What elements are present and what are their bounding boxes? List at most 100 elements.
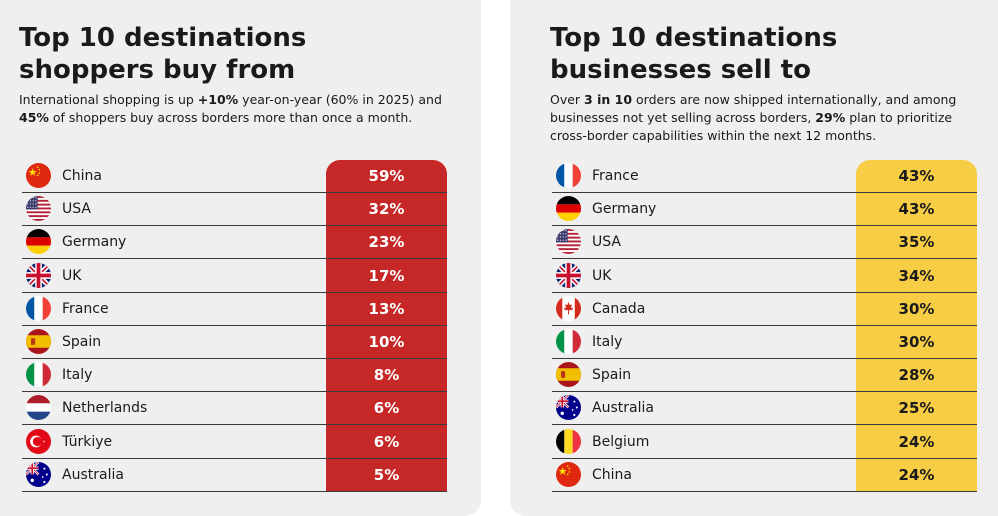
percentage-value: 25% [898,399,935,418]
table-row: UK 17% [22,260,447,293]
country-name: Germany [62,234,127,251]
table-row: Spain 28% [552,359,977,393]
row-divider [552,457,977,459]
row-divider [22,457,447,459]
percentage-value: 10% [368,333,405,351]
table-row: USA 32% [22,193,447,227]
subtitle-line: cross-border capabilities within the nex… [550,127,980,145]
percentage-value: 43% [898,200,935,219]
belgium-flag-icon [556,428,581,454]
country-name: Germany [592,201,657,218]
country-name: China [62,168,102,184]
country-name: UK [62,267,82,284]
table-row: Italy 30% [552,326,977,359]
percentage-value: 30% [898,333,935,351]
country-name: Spain [592,367,632,384]
australia-flag-icon [26,461,51,487]
subtitle-highlight: 45% [19,110,49,125]
row-divider [552,324,977,326]
value-column [326,160,447,492]
row-divider [22,324,447,326]
subtitle-text: businesses not yet selling across border… [550,110,816,125]
percentage-value: 28% [898,366,935,385]
table-row: Spain 10% [22,326,447,359]
table-row: Italy 8% [22,359,447,393]
value-column [856,160,977,492]
percentage-value: 23% [368,233,405,252]
subtitle-line: businesses not yet selling across border… [550,109,980,127]
row-divider [22,490,447,492]
subtitle-highlight: 3 in 10 [584,92,633,107]
china-flag-icon [556,461,581,487]
canada-flag-icon [556,295,581,321]
china-flag-icon [26,163,51,188]
percentage-value: 43% [898,167,935,185]
businesses-title: Top 10 destinations businesses sell to [550,22,837,86]
percentage-value: 30% [898,299,935,318]
row-divider [552,490,977,492]
table-row: Australia 5% [22,459,447,492]
uk-flag-icon [26,262,51,288]
table-row: Australia 25% [552,392,977,426]
subtitle-text: International shopping is up [19,92,198,107]
subtitle-line: 45% of shoppers buy across borders more … [19,109,459,127]
germany-flag-icon [556,196,581,222]
italy-flag-icon [556,329,581,354]
row-divider [22,192,447,193]
usa-flag-icon [26,196,51,222]
percentage-value: 6% [373,432,400,451]
subtitle-text: plan to prioritize [845,110,953,125]
percentage-value: 6% [373,399,400,418]
country-name: UK [592,267,612,284]
businesses-subtitle: Over 3 in 10 orders are now shipped inte… [550,91,980,145]
percentage-value: 35% [898,233,935,252]
title-line-1: Top 10 destinations [550,23,838,53]
usa-flag-icon [556,229,581,255]
country-name: Italy [592,334,623,350]
country-name: Canada [592,300,646,317]
country-name: France [62,300,109,317]
row-divider [552,424,977,426]
france-flag-icon [556,163,581,188]
table-row: France 13% [22,293,447,326]
percentage-value: 8% [373,366,400,385]
row-divider [552,391,977,393]
country-name: Australia [592,400,654,417]
country-name: Spain [62,334,102,350]
turkiye-flag-icon [26,428,51,454]
row-divider [22,291,447,293]
subtitle-text: of shoppers buy across borders more than… [48,110,413,125]
country-name: France [592,168,639,184]
shoppers-subtitle: International shopping is up +10% year-o… [19,91,459,127]
row-divider [552,358,977,359]
table-row: Canada 30% [552,293,977,326]
shoppers-table: China 59% USA 32% Germany 23% UK 17% France 13% Sp… [22,160,447,492]
subtitle-highlight: +10% [197,92,239,107]
country-name: Australia [62,466,124,483]
subtitle-text: year-on-year (60% in 2025) and [238,92,442,107]
subtitle-text: Over [550,92,585,107]
country-name: USA [62,201,91,218]
percentage-value: 17% [368,266,405,285]
italy-flag-icon [26,362,51,388]
row-divider [22,391,447,393]
percentage-value: 32% [368,200,405,219]
uk-flag-icon [556,262,581,288]
title-line-2: businesses sell to [550,55,812,85]
title-line-2: shoppers buy from [19,55,296,85]
percentage-value: 13% [368,299,405,318]
table-row: France 43% [552,160,977,193]
row-divider [22,258,447,260]
country-name: Italy [62,367,93,384]
country-name: Türkiye [62,433,113,450]
table-row: USA 35% [552,226,977,260]
percentage-value: 34% [898,266,935,285]
germany-flag-icon [26,229,51,255]
table-row: China 59% [22,160,447,193]
table-row: Türkiye 6% [22,426,447,459]
row-divider [22,225,447,227]
businesses-table: France 43% Germany 43% USA 35% UK 34% Canada 30% I… [552,160,977,492]
row-divider [552,225,977,227]
subtitle-line: International shopping is up +10% year-o… [19,91,459,109]
shoppers-title: Top 10 destinations shoppers buy from [19,22,306,86]
